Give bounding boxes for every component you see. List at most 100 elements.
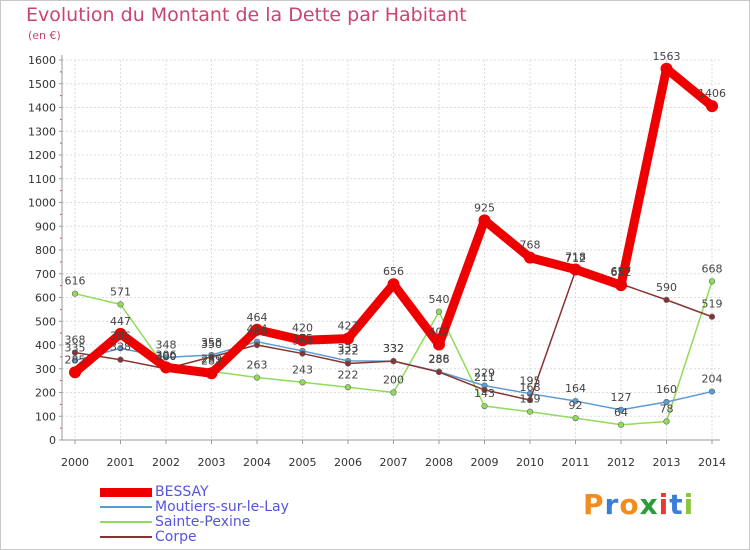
data-label: 222	[338, 368, 359, 381]
logo-letter: i	[658, 488, 670, 521]
data-point	[708, 313, 716, 320]
logo-letter: t	[669, 488, 684, 521]
data-point	[615, 279, 627, 292]
data-point	[299, 350, 306, 357]
data-label: 332	[383, 342, 404, 355]
y-tick-label: 1300	[28, 125, 56, 138]
logo-letter: P	[583, 488, 605, 521]
data-label: 288	[429, 353, 450, 366]
data-label: 386	[110, 329, 131, 342]
y-tick-label: 0	[49, 434, 56, 447]
data-point	[433, 338, 445, 351]
x-tick-label: 2013	[653, 456, 681, 469]
x-tick-label: 2011	[562, 456, 590, 469]
chart-subtitle: (en €)	[28, 29, 61, 42]
data-point	[299, 379, 306, 386]
data-label: 402	[429, 326, 450, 339]
legend-swatch	[100, 521, 152, 523]
data-point	[160, 361, 172, 374]
data-label: 358	[201, 336, 222, 349]
data-point	[390, 389, 397, 396]
data-label: 78	[660, 402, 674, 415]
data-label: 616	[65, 275, 86, 288]
data-label: 447	[110, 315, 131, 328]
data-point	[663, 296, 670, 303]
x-tick-label: 2014	[698, 456, 726, 469]
data-label: 375	[292, 332, 313, 345]
x-tick-label: 2003	[198, 456, 226, 469]
y-tick-label: 1600	[28, 54, 56, 67]
x-tick-label: 2007	[380, 456, 408, 469]
data-point	[71, 357, 79, 364]
data-label: 338	[110, 341, 131, 354]
data-point	[296, 334, 309, 347]
data-label: 64	[614, 406, 628, 419]
axes: 0 100 200 300 400 500 600 700 800 900 1000 1100 1200…	[28, 54, 726, 469]
legend-label: Moutiers-sur-le-Lay	[155, 499, 289, 515]
x-tick-label: 2008	[425, 456, 453, 469]
data-point	[706, 100, 718, 113]
data-label: 285	[65, 353, 86, 366]
y-tick-label: 1200	[28, 149, 56, 162]
x-tick-label: 2010	[516, 456, 544, 469]
data-point	[481, 386, 488, 393]
grid-lines	[62, 59, 720, 440]
data-point	[162, 354, 170, 361]
data-label: 712	[565, 252, 586, 265]
logo-letter: o	[619, 488, 640, 521]
data-label: 164	[565, 382, 586, 395]
legend-label: BESSAY	[155, 484, 209, 500]
data-label: 668	[702, 262, 723, 275]
data-label: 286	[429, 353, 450, 366]
x-tick-label: 2001	[107, 456, 135, 469]
data-label: 1563	[653, 50, 681, 63]
data-label: 925	[474, 201, 495, 214]
data-label: 519	[702, 298, 723, 311]
data-label: 427	[338, 320, 359, 333]
data-point	[524, 251, 536, 264]
data-point	[572, 397, 579, 405]
x-tick-label: 2000	[61, 456, 89, 469]
y-tick-label: 1400	[28, 102, 56, 115]
data-point	[251, 323, 263, 336]
y-tick-label: 1100	[28, 173, 56, 186]
data-label: 322	[338, 345, 359, 358]
logo-letter: r	[604, 488, 620, 521]
data-label: 768	[520, 239, 541, 252]
data-point	[617, 406, 625, 413]
data-label: 368	[65, 334, 86, 347]
data-label: 160	[656, 383, 677, 396]
data-point	[71, 290, 79, 297]
data-label: 92	[569, 399, 583, 412]
data-point	[390, 358, 397, 365]
data-point	[344, 384, 352, 391]
series-lines	[69, 62, 718, 428]
data-point	[117, 356, 124, 363]
chart-title: Evolution du Montant de la Dette par Hab…	[26, 4, 467, 26]
data-point	[663, 418, 670, 425]
data-label: 300	[156, 350, 177, 363]
data-point	[617, 421, 625, 428]
data-point	[569, 263, 582, 276]
legend-label: Corpe	[155, 529, 197, 545]
data-label: 289	[201, 352, 222, 365]
data-label: 364	[292, 335, 313, 348]
logo-letter: i	[683, 488, 695, 521]
data-point	[526, 397, 534, 404]
y-tick-label: 1500	[28, 78, 56, 91]
data-label: 200	[383, 374, 404, 387]
data-label: 243	[292, 363, 313, 376]
data-point	[708, 278, 716, 285]
data-label: 127	[611, 391, 632, 404]
data-point	[71, 349, 79, 356]
x-tick-label: 2005	[289, 456, 317, 469]
data-point	[205, 367, 218, 380]
data-label: 119	[520, 393, 541, 406]
y-tick-label: 1000	[28, 197, 56, 210]
proxiti-logo: Proxiti	[583, 488, 694, 521]
data-label: 350	[201, 338, 222, 351]
data-label: 332	[383, 342, 404, 355]
data-label: 143	[474, 387, 495, 400]
legend-swatch	[100, 506, 152, 508]
data-label: 590	[656, 281, 677, 294]
